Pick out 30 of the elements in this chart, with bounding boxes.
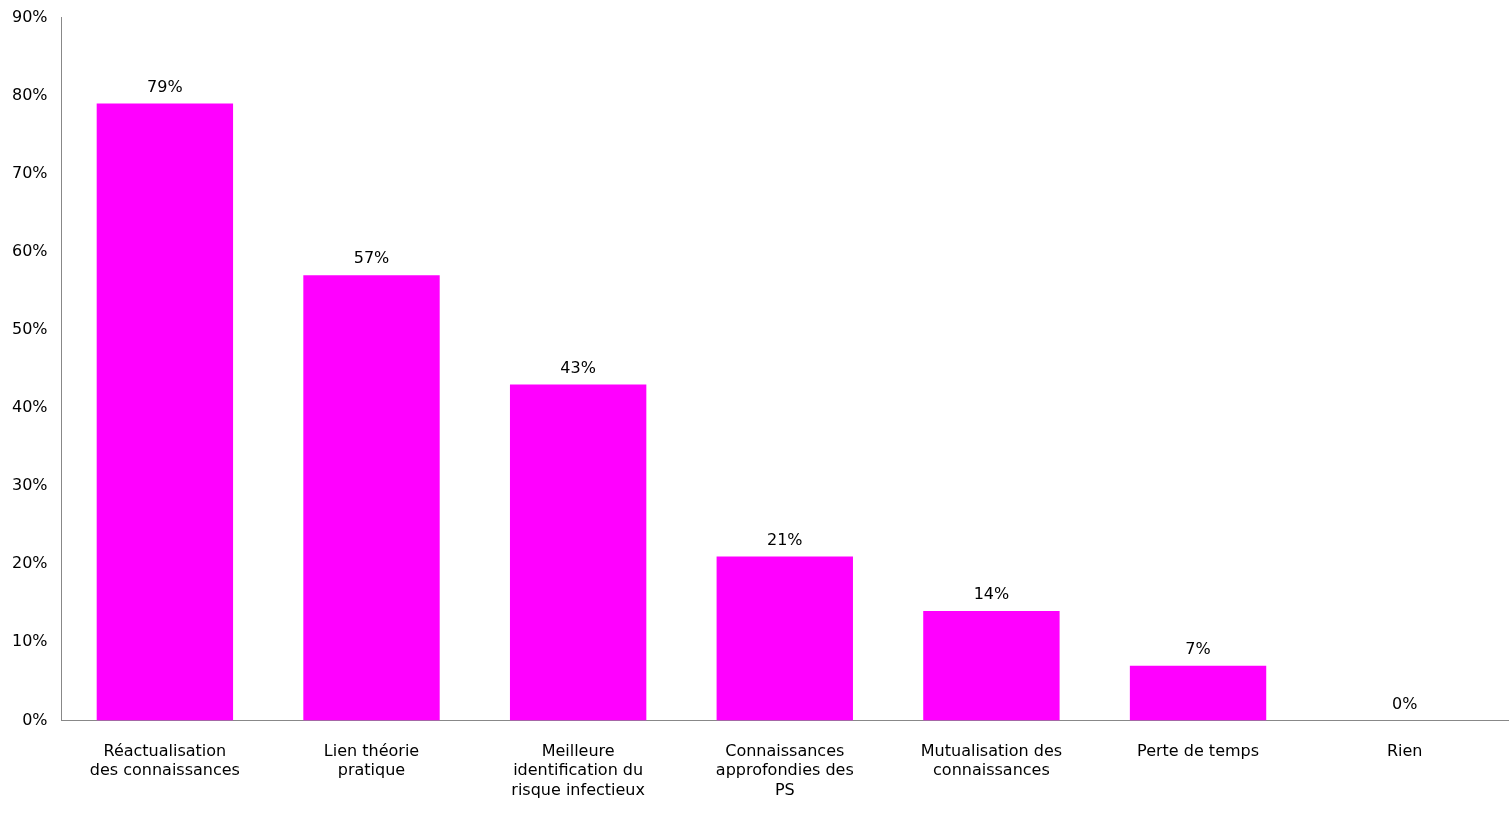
y-tick-label: 0% [22, 709, 48, 729]
data-label: 21% [767, 529, 803, 549]
x-tick-label: Perte de temps [1137, 741, 1260, 761]
y-tick-label: 30% [12, 475, 48, 495]
y-tick-label: 90% [12, 6, 48, 26]
x-tick-label: Connaissances approfondies des PS [715, 741, 854, 799]
data-label: 79% [147, 76, 183, 96]
x-tick-label: Lien théorie pratique [323, 741, 420, 780]
bar [303, 275, 440, 721]
bar [509, 384, 647, 721]
bar [96, 103, 234, 721]
data-label: 43% [560, 357, 596, 377]
y-tick-label: 60% [12, 241, 48, 261]
data-label: 7% [1185, 638, 1211, 658]
x-tick-label: Rien [1386, 741, 1423, 761]
x-tick-label: Réactualisation des connaissances [89, 741, 240, 780]
y-tick-label: 40% [12, 397, 48, 417]
data-label: 14% [973, 584, 1010, 604]
bar [716, 556, 853, 721]
y-tick-label: 10% [12, 631, 48, 651]
data-label: 0% [1391, 693, 1418, 713]
y-tick-label: 70% [12, 162, 48, 182]
y-tick-label: 20% [12, 553, 48, 573]
bar [1129, 665, 1267, 721]
y-tick-label: 80% [12, 84, 48, 104]
y-tick-label: 50% [12, 319, 48, 339]
x-tick-label: Meilleure identification du risque infectieux [511, 741, 645, 799]
x-tick-label: Mutualisation des connaissances [920, 741, 1063, 780]
bar [923, 611, 1060, 721]
data-label: 57% [353, 248, 390, 268]
